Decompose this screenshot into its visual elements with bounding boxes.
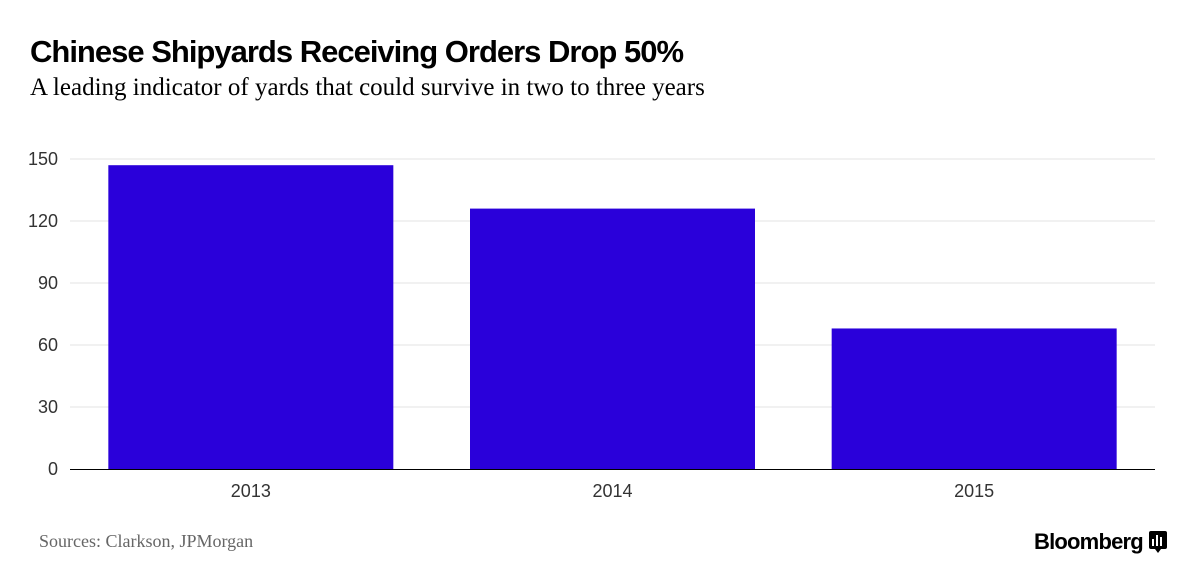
x-tick-label: 2015 — [954, 481, 994, 501]
chart-title: Chinese Shipyards Receiving Orders Drop … — [30, 34, 684, 69]
y-tick-label: 0 — [48, 459, 58, 479]
x-tick-label: 2014 — [592, 481, 632, 501]
y-tick-label: 30 — [38, 397, 58, 417]
bloomberg-logo-icon — [1148, 531, 1167, 553]
chart-subtitle: A leading indicator of yards that could … — [30, 74, 705, 101]
brand-name: Bloomberg — [1034, 529, 1144, 554]
bar — [108, 165, 394, 469]
bar — [831, 328, 1117, 469]
bar — [470, 208, 755, 469]
source-note: Sources: Clarkson, JPMorgan — [39, 531, 254, 551]
x-tick-label: 2013 — [231, 481, 271, 501]
y-tick-label: 60 — [38, 335, 58, 355]
y-tick-label: 90 — [38, 273, 58, 293]
bar-chart: 0 30 60 90 120 150 2013 2014 2015 — [28, 149, 1155, 501]
brand-logo: Bloomberg — [1034, 529, 1167, 555]
y-tick-label: 150 — [28, 149, 58, 169]
y-tick-label: 120 — [28, 211, 58, 231]
